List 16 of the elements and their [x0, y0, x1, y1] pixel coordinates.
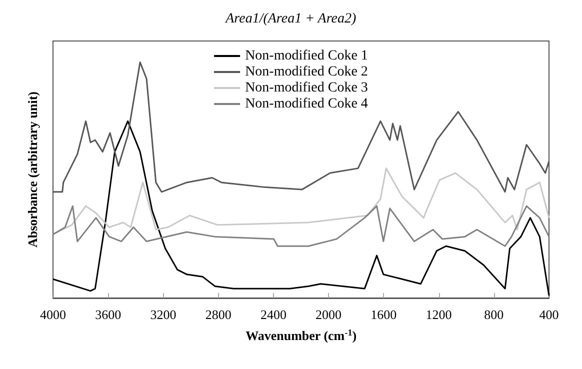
- legend-label: Non-modified Coke 2: [245, 64, 368, 80]
- x-tick-label: 4000: [40, 307, 66, 322]
- x-tick-label: 3200: [150, 307, 176, 322]
- legend-label: Non-modified Coke 1: [245, 48, 368, 64]
- x-tick-label: 2800: [205, 307, 232, 322]
- text: Area1/(Area1 + Area2): [224, 12, 356, 26]
- x-tick-label: 3600: [95, 307, 122, 322]
- legend-label: Non-modified Coke 3: [245, 80, 368, 96]
- x-tick-label: 800: [484, 307, 504, 322]
- x-tick-label: 1200: [426, 307, 452, 322]
- x-tick-label: 1600: [370, 307, 397, 322]
- x-tick-label: 2000: [316, 307, 342, 322]
- legend-label: Non-modified Coke 4: [245, 96, 368, 112]
- x-tick-label: 2400: [260, 307, 286, 322]
- y-axis-title: Absorbance (arbitrary unit): [25, 92, 40, 248]
- x-tick-label: 400: [539, 307, 559, 322]
